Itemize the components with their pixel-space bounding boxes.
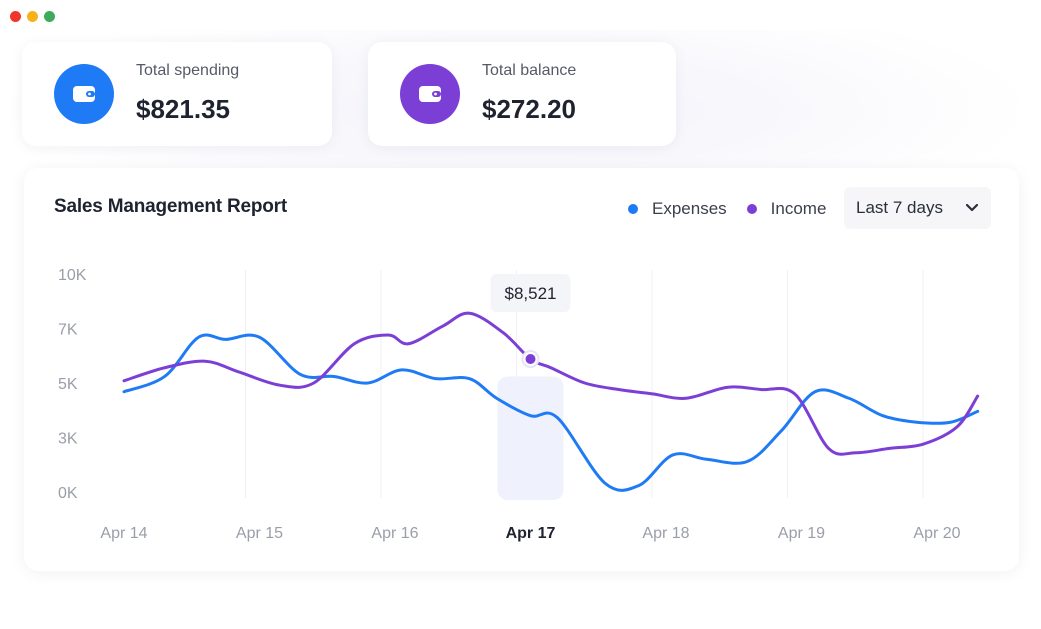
- maximize-window-button[interactable]: [44, 11, 55, 22]
- tooltip-box: [490, 274, 571, 312]
- minimize-window-button[interactable]: [27, 11, 38, 22]
- y-tick-label: 0K: [58, 485, 78, 502]
- x-tick-label: Apr 15: [236, 525, 283, 542]
- date-range-select[interactable]: Last 7 days: [844, 187, 991, 229]
- x-tick-label: Apr 19: [778, 525, 825, 542]
- legend-item-income[interactable]: Income: [746, 199, 827, 219]
- x-tick-label: Apr 18: [642, 525, 689, 542]
- window-controls: [10, 11, 55, 22]
- highlight-point: [525, 354, 536, 365]
- tooltip-value: $8,521: [505, 284, 557, 303]
- date-range-value: Last 7 days: [856, 198, 943, 217]
- legend-label-expenses: Expenses: [652, 199, 727, 218]
- legend-dot-income: [746, 204, 757, 214]
- y-tick-label: 5K: [58, 376, 78, 393]
- stat-value: $821.35: [136, 94, 230, 124]
- stat-label: Total balance: [482, 62, 577, 79]
- chart-legend: Expenses Income: [628, 199, 838, 219]
- legend-dot-expenses: [628, 204, 638, 214]
- stat-label: Total spending: [136, 62, 240, 79]
- legend-item-expenses[interactable]: Expenses: [628, 199, 727, 219]
- series-line-expenses: [122, 333, 980, 492]
- x-tick-label: Apr 14: [100, 525, 147, 542]
- sales-line-chart: 10K 7K 5K 3K 0K Apr 14 Apr 15 Apr 16 Apr 17 Apr 1…: [58, 267, 980, 542]
- x-tick-label: Apr 17: [506, 525, 556, 542]
- legend-label-income: Income: [770, 199, 827, 218]
- sales-report-card: Sales Management Report Expenses Income …: [24, 168, 1019, 571]
- stat-value: $272.20: [482, 94, 576, 124]
- chevron-down-icon: [965, 203, 979, 212]
- wallet-icon: [400, 64, 460, 124]
- x-tick-label: Apr 20: [913, 525, 960, 542]
- series-line-income: [122, 311, 980, 456]
- highlight-column: [497, 376, 564, 500]
- close-window-button[interactable]: [10, 11, 21, 22]
- wallet-icon: [54, 64, 114, 124]
- y-tick-label: 3K: [58, 431, 78, 448]
- y-tick-label: 7K: [58, 322, 78, 339]
- report-title: Sales Management Report: [54, 196, 287, 217]
- x-tick-label: Apr 16: [371, 525, 418, 542]
- total-balance-card: Total balance $272.20: [368, 42, 676, 146]
- total-spending-card: Total spending $821.35: [22, 42, 332, 146]
- y-tick-label: 10K: [58, 267, 87, 284]
